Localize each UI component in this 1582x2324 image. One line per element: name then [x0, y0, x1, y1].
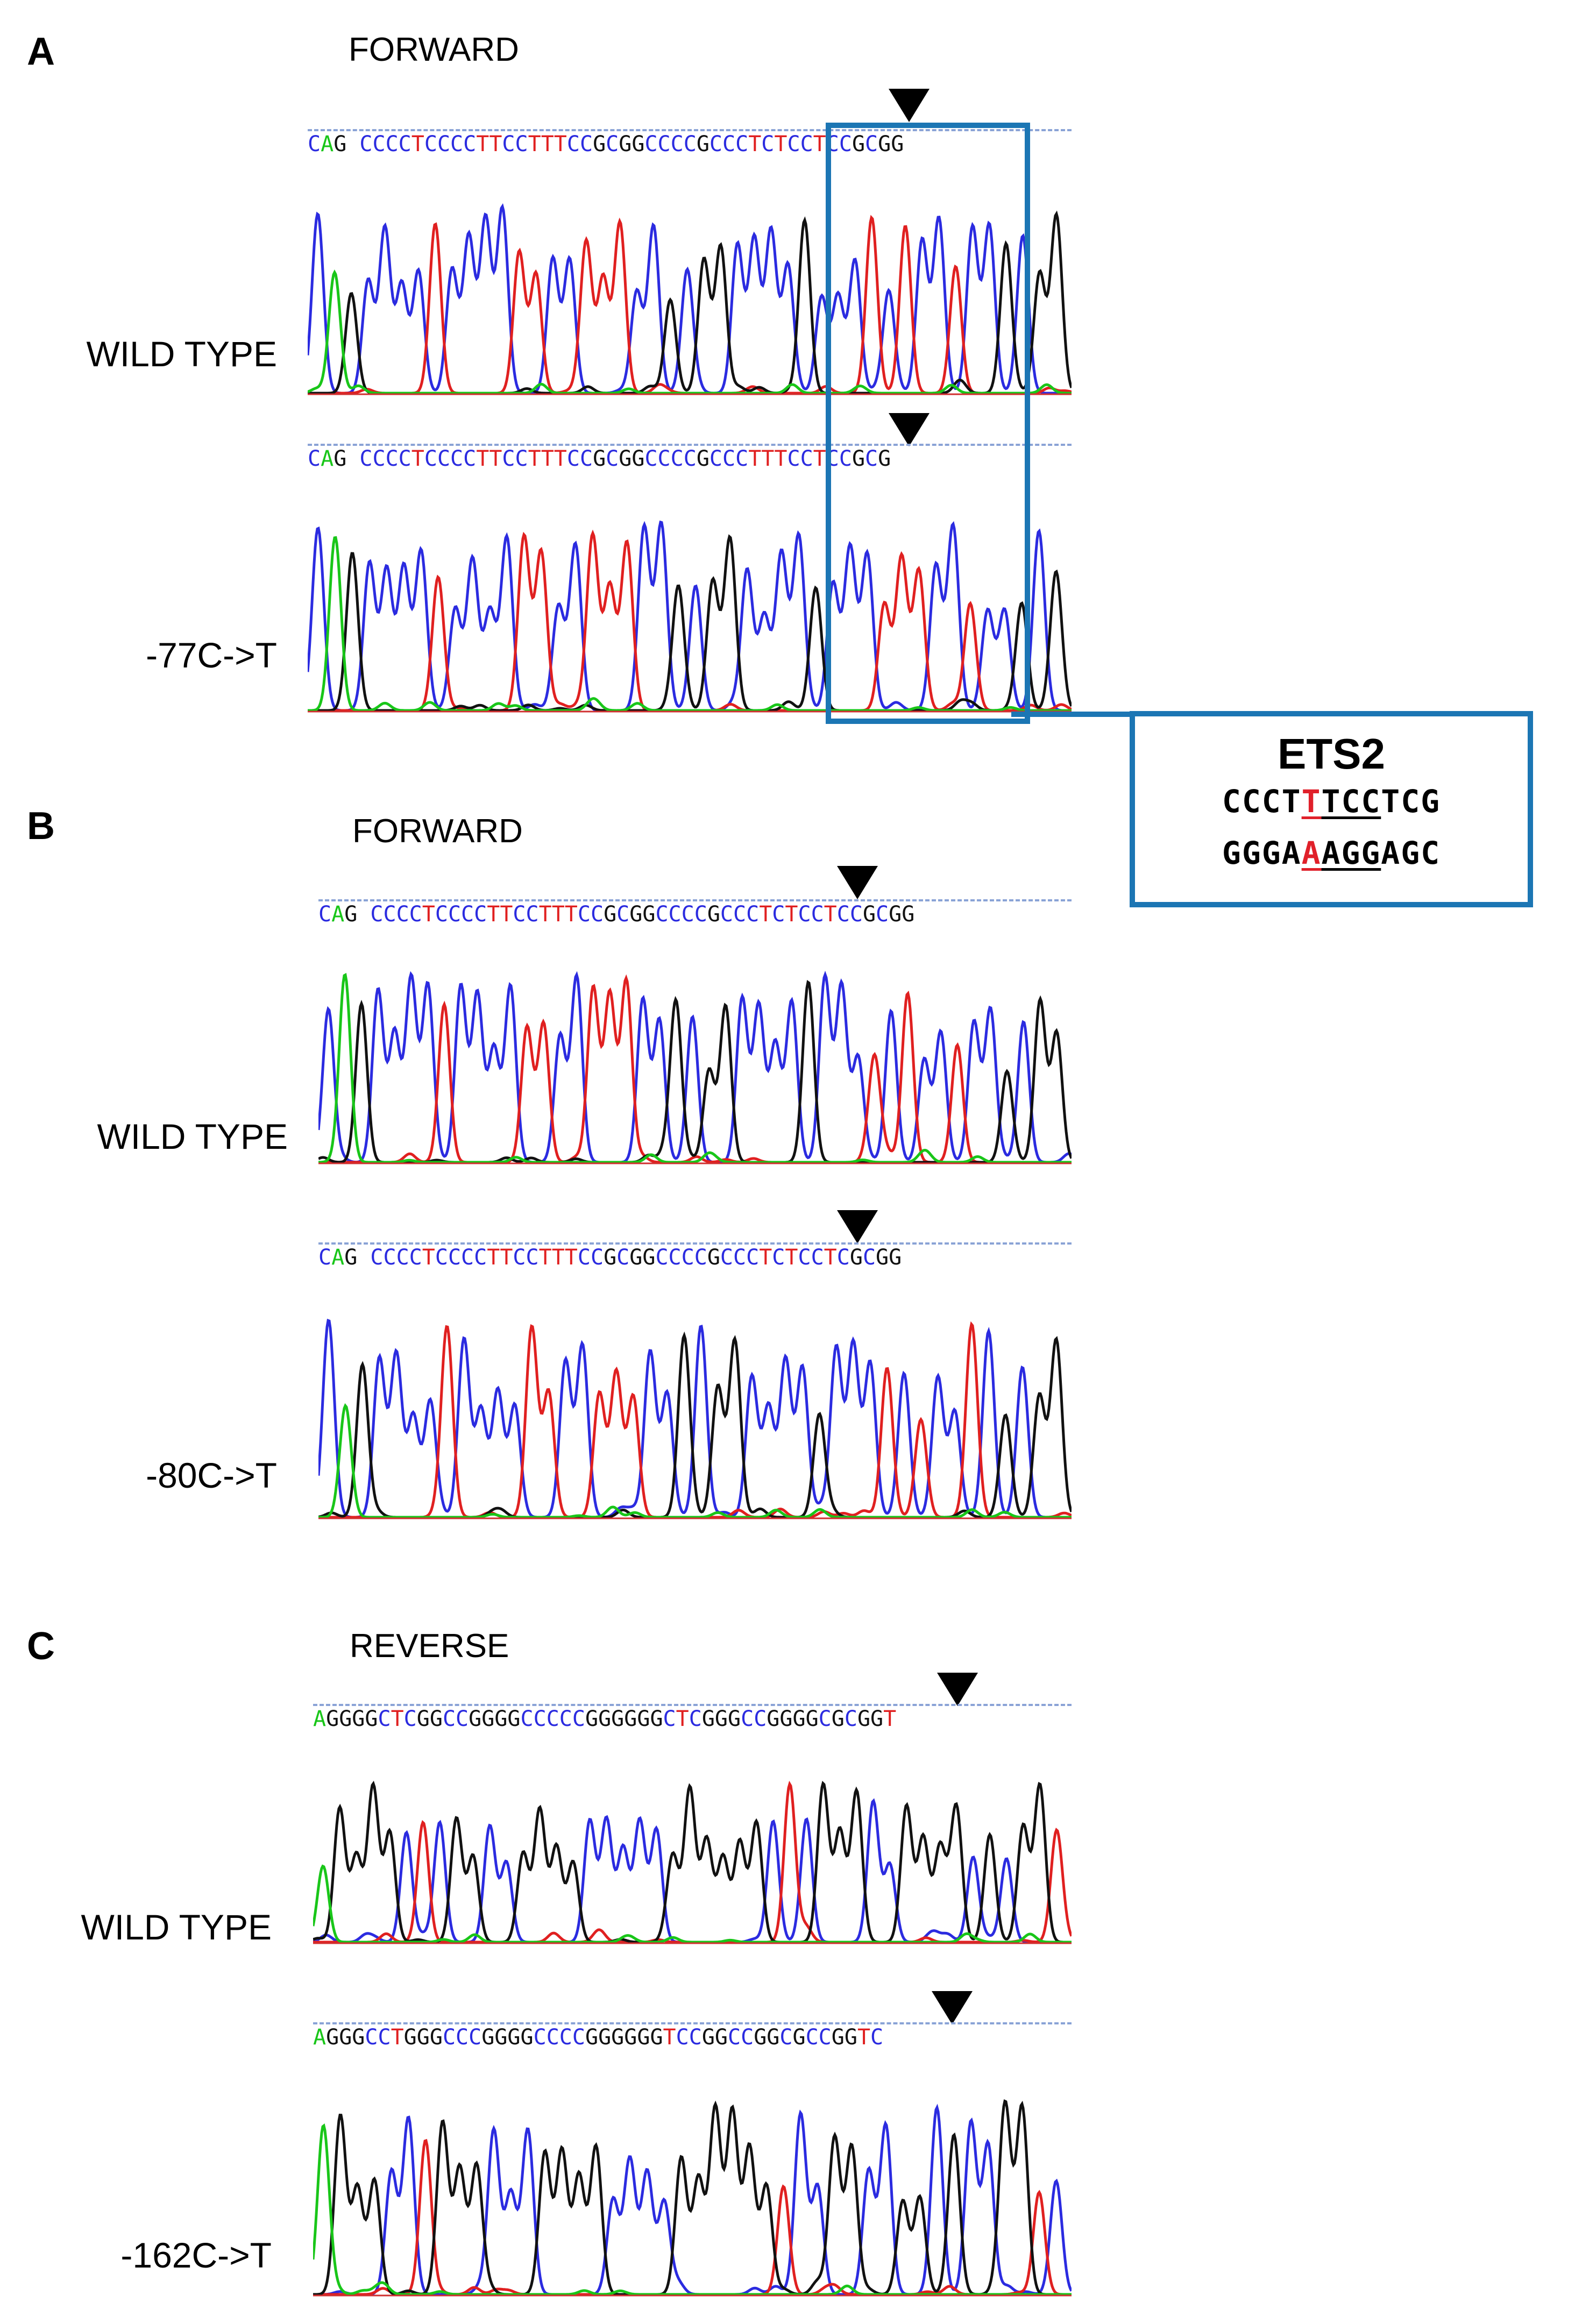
ets2-rev-post: AGC	[1381, 835, 1441, 871]
panel-b-direction: FORWARD	[352, 813, 523, 850]
panel-b-letter: B	[27, 805, 55, 848]
base-call-sequence-a2: CAG CCCCTCCCCTTCCTTTCCGCGGCCCCGCCCTTTCCT…	[308, 448, 891, 470]
ets2-binding-site-box: ETS2 CCCTTTCCTCG GGGAAAGGAGC	[1130, 711, 1533, 907]
base-call-sequence-b1: CAG CCCCTCCCCTTCCTTTCCGCGGCCCCGCCCTCTCCT…	[318, 904, 915, 925]
track-label-c1: WILD TYPE	[81, 1907, 272, 1947]
panel-a-letter: A	[27, 30, 55, 73]
trace-channel-A	[308, 536, 1072, 712]
callout-connector	[1011, 712, 1138, 717]
mutation-arrow-b2	[837, 1210, 878, 1243]
base-call-sequence-a1: CAG CCCCTCCCCTTCCTTTCCGCGGCCCCGCCCTCTCCT…	[308, 133, 904, 155]
base-call-sequence-b2: CAG CCCCTCCCCTTCCTTTCCGCGGCCCCGCCCTCTCCT…	[318, 1247, 902, 1268]
trace-channel-A	[313, 1864, 1072, 1944]
trace-channel-A	[313, 2123, 1072, 2296]
sequence-rule-c2	[313, 2022, 1072, 2024]
ets2-fwd-post: TCG	[1381, 783, 1441, 820]
mutation-arrow-a1	[889, 89, 930, 122]
base-call-sequence-c2: AGGGCCTGGGCCCGGGGCCCCGGGGGGTCCGGCCGGCGCC…	[313, 2027, 884, 2048]
mutation-highlight-box	[826, 123, 1030, 724]
ets2-fwd-motif: TCC	[1321, 783, 1381, 820]
trace-channel-C	[313, 1798, 1072, 1944]
mutation-arrow-c1	[937, 1673, 978, 1706]
chromatogram-c1	[313, 1780, 1072, 1944]
ets2-rev-pre: GGGA	[1222, 835, 1302, 871]
track-label-b2: -80C->T	[146, 1455, 277, 1495]
chromatogram-c2	[313, 2099, 1072, 2297]
sequence-rule-b1	[318, 899, 1072, 901]
trace-channel-C	[318, 970, 1072, 1164]
panel-c-letter: C	[27, 1625, 55, 1668]
trace-channel-C	[308, 203, 1072, 395]
trace-channel-A	[318, 972, 1072, 1164]
mutation-arrow-c2	[932, 1991, 973, 2024]
mutation-arrow-b1	[837, 866, 878, 899]
chromatogram-b1	[318, 970, 1072, 1164]
ets2-forward-seq: CCCTTTCCTCG	[1135, 783, 1528, 820]
ets2-rev-motif: AGG	[1321, 835, 1381, 871]
ets2-fwd-mutation: T	[1301, 783, 1322, 820]
trace-channel-G	[313, 1780, 1072, 1944]
trace-channel-G	[313, 2099, 1072, 2296]
sequence-rule-a2	[308, 444, 1072, 446]
track-label-a1: WILD TYPE	[86, 334, 277, 374]
panel-a-direction: FORWARD	[349, 31, 519, 68]
trace-channel-T	[318, 974, 1072, 1164]
ets2-reverse-seq: GGGAAAGGAGC	[1135, 835, 1528, 871]
panel-c-direction: REVERSE	[350, 1627, 509, 1665]
track-label-c2: -162C->T	[120, 2235, 272, 2275]
trace-channel-A	[308, 269, 1072, 395]
base-call-sequence-c1: AGGGGCTCGGCCGGGGCCCCCGGGGGGCTCGGGCCGGGGC…	[313, 1708, 897, 1730]
chromatogram-a2	[308, 520, 1072, 713]
trace-channel-A	[318, 1403, 1072, 1519]
ets2-title: ETS2	[1277, 730, 1386, 778]
track-label-a2: -77C->T	[146, 635, 277, 675]
sequence-rule-b2	[318, 1242, 1072, 1245]
trace-channel-C	[318, 1318, 1072, 1519]
sequence-rule-c1	[313, 1704, 1072, 1706]
track-label-b1: WILD TYPE	[97, 1117, 288, 1156]
ets2-rev-mutation: A	[1301, 835, 1322, 871]
ets2-fwd-pre: CCCT	[1222, 783, 1302, 820]
trace-channel-C	[308, 520, 1072, 712]
chromatogram-b2	[318, 1318, 1072, 1519]
mutation-arrow-a2	[889, 413, 930, 446]
sequence-rule-a1	[308, 129, 1072, 131]
chromatogram-a1	[308, 203, 1072, 395]
